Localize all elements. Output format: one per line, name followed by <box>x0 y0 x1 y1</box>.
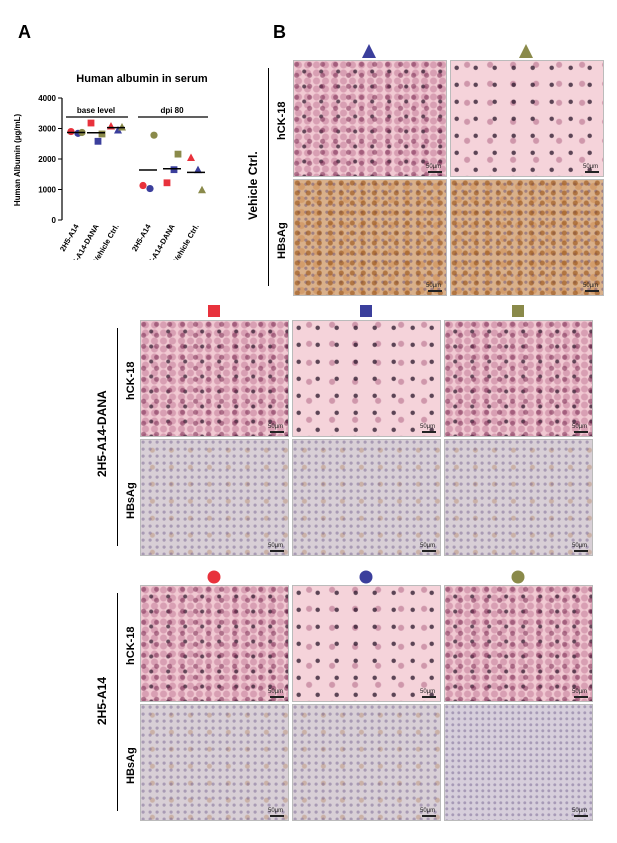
data-point <box>187 153 195 161</box>
group-symbol-marker <box>511 570 524 584</box>
scale-bar-label: 50µm <box>426 283 442 292</box>
data-point <box>118 122 126 131</box>
hck18-micrograph: 50µm <box>450 60 604 177</box>
scale-bar-label: 50µm <box>572 808 588 817</box>
y-tick-label: 2000 <box>38 155 56 164</box>
hck18-micrograph: 50µm <box>140 585 289 702</box>
group-symbol-marker <box>519 44 533 58</box>
hbsag-micrograph: 50µm <box>444 439 593 556</box>
group-symbol-marker <box>362 44 376 58</box>
hbsag-micrograph: 50µm <box>292 439 441 556</box>
y-tick-label: 1000 <box>38 186 56 195</box>
panel-b-letter: B <box>273 22 286 42</box>
scale-bar-label: 50µm <box>572 543 588 552</box>
data-point <box>170 166 178 174</box>
x-category-label: 2H5-A14 <box>130 222 153 253</box>
data-point <box>139 181 147 190</box>
hck18-micrograph: 50µm <box>292 320 441 437</box>
scale-bar-label: 50µm <box>420 689 436 698</box>
group-label: base level <box>77 106 115 115</box>
scale-bar-label: 50µm <box>583 283 599 292</box>
data-point <box>194 165 202 174</box>
group-bracket <box>117 593 118 811</box>
stain-label-hck18: hCK-18 <box>125 360 137 400</box>
y-tick-label: 3000 <box>38 125 56 134</box>
scale-bar-label: 50µm <box>268 808 284 817</box>
group-symbol-marker <box>511 305 524 317</box>
hck18-micrograph: 50µm <box>444 320 593 437</box>
scale-bar-label: 50µm <box>268 543 284 552</box>
group-bracket <box>268 68 269 286</box>
data-point <box>150 131 158 139</box>
stain-label-hbsag: HBsAg <box>276 221 288 259</box>
hck18-micrograph: 50µm <box>292 585 441 702</box>
data-point <box>114 126 122 134</box>
hbsag-micrograph: 50µm <box>450 179 604 296</box>
group-label: Vehicle Ctrl. <box>246 151 260 220</box>
group-label: dpi 80 <box>160 106 184 115</box>
hbsag-micrograph: 50µm <box>292 704 441 821</box>
group-label: 2H5-A14 <box>95 677 109 726</box>
group-label: 2H5-A14-DANA <box>95 389 109 477</box>
data-point <box>146 184 154 193</box>
scale-bar-label: 50µm <box>572 424 588 433</box>
data-point <box>98 130 106 138</box>
hck18-micrograph: 50µm <box>444 585 593 702</box>
data-point <box>163 179 171 187</box>
data-point <box>87 119 95 127</box>
y-tick-label: 0 <box>52 216 57 225</box>
scale-bar-label: 50µm <box>420 808 436 817</box>
scale-bar-label: 50µm <box>426 164 442 173</box>
y-axis-label: Human Albumin (µg/mL) <box>13 114 22 207</box>
data-point <box>198 185 206 194</box>
stain-label-hck18: hCK-18 <box>276 100 288 140</box>
y-tick-label: 4000 <box>38 94 56 103</box>
scale-bar-label: 50µm <box>420 543 436 552</box>
scale-bar-label: 50µm <box>572 689 588 698</box>
hbsag-micrograph: 50µm <box>140 439 289 556</box>
stain-label-hbsag: HBsAg <box>125 481 137 519</box>
group-bracket <box>117 328 118 546</box>
hbsag-micrograph: 50µm <box>444 704 593 821</box>
group-symbol-marker <box>359 305 372 317</box>
albumin-scatter-chart: Human albumin in serum Human Albumin (µg… <box>13 73 208 260</box>
data-point <box>94 137 102 145</box>
data-point <box>174 150 182 158</box>
stain-label-hbsag: HBsAg <box>125 746 137 784</box>
data-point <box>107 122 115 130</box>
hck18-micrograph: 50µm <box>140 320 289 437</box>
group-symbol-marker <box>359 570 372 584</box>
scale-bar-label: 50µm <box>268 689 284 698</box>
chart-title: Human albumin in serum <box>76 73 208 85</box>
group-symbol-marker <box>207 305 220 317</box>
group-symbol-marker <box>207 570 220 584</box>
hck18-micrograph: 50µm <box>293 60 447 177</box>
scale-bar-label: 50µm <box>583 164 599 173</box>
stain-label-hck18: hCK-18 <box>125 625 137 665</box>
scale-bar-label: 50µm <box>420 424 436 433</box>
data-point <box>67 127 75 136</box>
hbsag-micrograph: 50µm <box>140 704 289 821</box>
hbsag-micrograph: 50µm <box>293 179 447 296</box>
scale-bar-label: 50µm <box>268 424 284 433</box>
panel-a-letter: A <box>18 22 31 42</box>
